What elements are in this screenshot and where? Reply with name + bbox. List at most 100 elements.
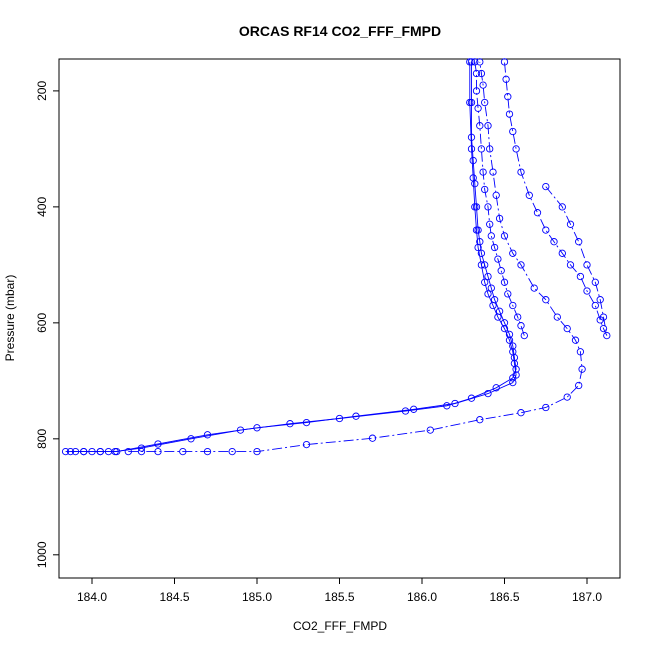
- y-tick-label: 600: [35, 313, 49, 333]
- data-point: [578, 365, 586, 373]
- data-point: [466, 98, 474, 107]
- data-point: [509, 249, 517, 257]
- data-point: [512, 145, 520, 153]
- data-point: [530, 284, 538, 292]
- data-point: [509, 127, 517, 136]
- data-point: [302, 440, 311, 449]
- data-point: [96, 447, 104, 456]
- data-point: [599, 324, 608, 333]
- data-point: [479, 168, 487, 176]
- data-point: [476, 58, 484, 66]
- data-point: [203, 431, 212, 439]
- data-point: [203, 447, 212, 456]
- data-point: [514, 313, 522, 321]
- x-tick-label: 187.0: [572, 590, 602, 604]
- x-tick-label: 185.0: [242, 590, 272, 604]
- data-point: [497, 267, 505, 275]
- data-point: [467, 394, 476, 402]
- series-line: [128, 61, 583, 453]
- y-axis-label: Pressure (mbar): [3, 275, 17, 362]
- data-point: [124, 447, 132, 456]
- data-point: [477, 69, 486, 78]
- data-point: [179, 447, 187, 456]
- data-point: [487, 284, 495, 292]
- data-point: [492, 191, 500, 199]
- data-point: [542, 296, 550, 304]
- data-point: [476, 122, 484, 130]
- series-line: [474, 61, 525, 336]
- data-point: [471, 203, 479, 211]
- data-point: [575, 381, 583, 390]
- data-point: [509, 348, 517, 356]
- data-point: [484, 389, 492, 398]
- data-point: [542, 182, 550, 191]
- data-point: [368, 434, 377, 442]
- data-point: [443, 402, 451, 410]
- data-point: [469, 174, 477, 182]
- data-point: [576, 272, 585, 281]
- data-point: [510, 359, 519, 368]
- y-axis: 200 400 600 800 1000: [35, 81, 59, 568]
- series-line: [70, 61, 517, 453]
- data-point: [352, 412, 360, 420]
- data-point: [500, 278, 509, 286]
- data-point: [494, 255, 502, 263]
- data-point: [410, 405, 418, 413]
- data-point: [472, 226, 481, 234]
- series-line: [504, 61, 608, 336]
- data-point: [253, 447, 261, 456]
- data-point: [517, 261, 525, 269]
- data-point: [484, 122, 492, 130]
- data-point: [571, 336, 580, 344]
- data-point: [596, 296, 604, 304]
- data-point: [154, 447, 162, 456]
- y-tick-label: 200: [35, 81, 49, 101]
- data-point: [566, 220, 575, 228]
- data-point: [591, 301, 599, 310]
- plot-frame: [58, 58, 621, 579]
- series-layer: [61, 58, 611, 456]
- data-point: [487, 232, 495, 240]
- x-tick-label: 185.5: [324, 590, 354, 604]
- data-point: [426, 426, 434, 434]
- data-point: [489, 168, 497, 176]
- data-point: [80, 447, 88, 456]
- data-point: [472, 69, 481, 78]
- data-point: [517, 409, 525, 417]
- data-point: [500, 324, 509, 333]
- data-point: [486, 220, 494, 228]
- data-point: [533, 209, 542, 217]
- data-point: [504, 93, 512, 101]
- data-point: [509, 301, 517, 310]
- x-tick-label: 186.0: [407, 590, 437, 604]
- data-point: [477, 261, 486, 269]
- x-axis-label: CO2_FFF_FMPD: [293, 619, 387, 633]
- data-point: [479, 81, 487, 89]
- chart-title: ORCAS RF14 CO2_FFF_FMPD: [239, 23, 441, 39]
- data-point: [490, 243, 499, 252]
- data-point: [489, 301, 497, 310]
- data-point: [525, 191, 533, 199]
- data-point: [137, 447, 146, 456]
- data-point: [500, 58, 509, 66]
- x-tick-label: 184.5: [159, 590, 189, 604]
- data-point: [467, 145, 476, 153]
- data-point: [603, 331, 611, 340]
- series-5: [471, 58, 528, 340]
- data-point: [495, 214, 504, 223]
- data-point: [484, 203, 492, 211]
- data-point: [477, 145, 486, 153]
- y-tick-label: 400: [35, 197, 49, 217]
- y-tick-label: 1000: [35, 541, 49, 568]
- data-point: [504, 290, 512, 298]
- data-point: [471, 58, 479, 66]
- data-point: [474, 104, 482, 112]
- data-point: [486, 145, 494, 153]
- data-point: [481, 185, 489, 194]
- data-point: [66, 447, 75, 456]
- data-point: [476, 416, 484, 424]
- data-point: [451, 399, 459, 408]
- data-point: [154, 440, 162, 448]
- data-point: [517, 322, 525, 330]
